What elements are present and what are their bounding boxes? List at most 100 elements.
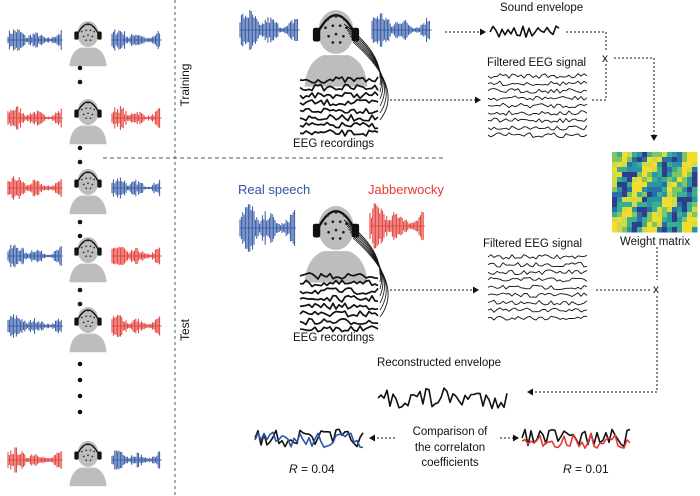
electrode-dot (82, 251, 85, 254)
eeg-cable-training-6 (352, 41, 389, 121)
weight-matrix-cell (682, 182, 688, 188)
weight-matrix-cell (672, 217, 678, 223)
weight-matrix-cell (682, 202, 688, 208)
eeg-cable-training-2 (346, 29, 382, 93)
r-value-real-speech: R = 0.04 (289, 462, 335, 476)
weight-matrix-cell (627, 187, 633, 193)
electrode-dot (89, 255, 92, 258)
weight-matrix-cell (637, 202, 643, 208)
weight-matrix-cell (652, 177, 658, 183)
weight-matrix-cell (692, 177, 698, 183)
filtered-eeg-trace-test-8 (487, 315, 588, 321)
listener-head-small-0 (69, 20, 107, 67)
weight-matrix-cell (632, 227, 638, 233)
weight-matrix-cell (617, 227, 623, 233)
eeg-recording-trace-training-2 (299, 91, 379, 100)
headphone-cup-left (312, 27, 321, 42)
weight-matrix-cell (672, 162, 678, 168)
weight-matrix-cell (632, 222, 638, 228)
weight-matrix-cell (682, 217, 688, 223)
weight-matrix-cell (647, 222, 653, 228)
electrode-dot (82, 445, 84, 448)
shoulders-shape (69, 333, 107, 353)
weight-matrix-cell (667, 187, 673, 193)
listener-head-small-3 (69, 236, 107, 283)
electrode-dot (87, 250, 89, 253)
weight-matrix-cell (682, 227, 688, 233)
arrow-multiply-to-weight-matrix (614, 57, 658, 141)
listener-head-test (304, 205, 368, 283)
weight-matrix-cell (647, 152, 653, 158)
weight-matrix-cell (692, 217, 698, 223)
weight-matrix-cell (622, 187, 628, 193)
weight-matrix-cell (617, 167, 623, 173)
eeg-recording-trace-training-6 (299, 121, 379, 130)
filtered-eeg-trace-training-7 (487, 125, 588, 131)
weight-matrix-cell (642, 227, 648, 233)
electrode-dot (89, 107, 92, 110)
electrode-dot (87, 171, 89, 174)
weight-matrix-cell (677, 167, 683, 173)
electrode-dot (85, 29, 87, 32)
weight-matrix-cell (632, 197, 638, 203)
weight-matrix-cell (657, 197, 663, 203)
weight-matrix-cell (687, 187, 693, 193)
electrode-dot (91, 113, 94, 116)
eeg-recording-trace-test-1 (299, 279, 379, 288)
ellipsis-dot-3 (77, 159, 83, 165)
weight-matrix-cell (667, 177, 673, 183)
weight-matrix-cell (682, 207, 688, 213)
electrode-dot (89, 325, 92, 328)
weight-matrix-cell (692, 162, 698, 168)
weight-matrix-cell (657, 217, 663, 223)
electrode-dot (82, 311, 84, 314)
eeg-recording-trace-test-2 (299, 287, 379, 296)
weight-matrix-cell (612, 192, 618, 198)
electrode-dot (334, 32, 338, 36)
weight-matrix-cell (637, 172, 643, 178)
weight-matrix-cell (632, 192, 638, 198)
weight-matrix-cell (627, 202, 633, 208)
electrode-dot (82, 25, 84, 28)
weight-matrix-cell (687, 157, 693, 163)
electrode-dot (92, 103, 94, 106)
weight-matrix-cell (612, 197, 618, 203)
weight-matrix-cell (627, 212, 633, 218)
weight-matrix-cell (642, 167, 648, 173)
electrode-dot (82, 173, 84, 176)
weight-matrix-cell (627, 182, 633, 188)
electrode-dot (92, 241, 94, 244)
weight-matrix-cell (642, 207, 648, 213)
weight-matrix-cell (667, 197, 673, 203)
weight-matrix-cell (677, 172, 683, 178)
line-envelope-to-multiply (566, 31, 607, 50)
weight-matrix-cell (657, 172, 663, 178)
weight-matrix-cell (622, 152, 628, 158)
ellipsis-dot-6 (77, 287, 83, 293)
weight-matrix-cell (692, 172, 698, 178)
weight-matrix-cell (622, 162, 628, 168)
filtered-eeg-label-bottom: Filtered EEG signal (483, 238, 583, 250)
weight-matrix-cell (652, 207, 658, 213)
electrode-dot (93, 450, 96, 453)
weight-matrix-cell (692, 182, 698, 188)
eeg-recording-trace-test-4 (299, 302, 379, 311)
electrode-dot (324, 26, 327, 30)
weight-matrix-cell (672, 152, 678, 158)
filtered-eeg-trace-training-3 (487, 95, 588, 101)
filtered-eeg-trace-training-2 (487, 88, 588, 94)
electrode-dot (82, 455, 85, 458)
weight-matrix-cell (642, 192, 648, 198)
electrode-dot (326, 214, 329, 217)
filtered-eeg-trace-test-5 (487, 292, 588, 298)
weight-matrix-cell (617, 177, 623, 183)
electrode-dot (338, 41, 342, 44)
weight-matrix-cell (632, 202, 638, 208)
weight-matrix-cell (682, 197, 688, 203)
filtered-eeg-trace-training-5 (487, 110, 588, 116)
electrode-dot (82, 35, 85, 38)
weight-matrix-cell (637, 167, 643, 173)
filtered-eeg-trace-test-7 (487, 307, 588, 313)
weight-matrix-cell (692, 152, 698, 158)
electrode-dot (93, 246, 96, 249)
